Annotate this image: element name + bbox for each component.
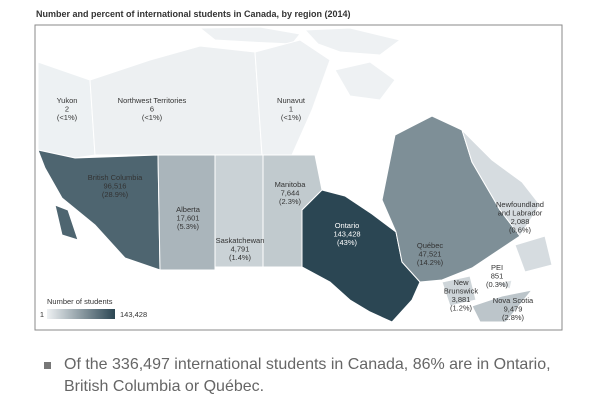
region-name: and Labrador <box>498 209 543 218</box>
region-name: Saskatchewan <box>216 236 265 245</box>
region-shape <box>301 189 421 323</box>
region-shape <box>54 204 79 241</box>
region-students: 851 <box>491 272 504 281</box>
region-students: 6 <box>150 105 154 114</box>
region-students: 1 <box>289 105 293 114</box>
region-name: Québec <box>417 241 444 250</box>
note: Of the 336,497 international students in… <box>46 354 566 398</box>
region-name: PEI <box>491 263 503 272</box>
region-students: 3,881 <box>452 295 471 304</box>
map-title: Number and percent of international stud… <box>36 9 351 19</box>
island <box>303 27 402 56</box>
bullet <box>44 362 51 369</box>
region-name: Northwest Territories <box>118 96 187 105</box>
region-students: 2,088 <box>511 217 530 226</box>
region-students: 96,516 <box>104 182 127 191</box>
region-students: 7,644 <box>281 189 300 198</box>
region-share: (43%) <box>337 238 358 247</box>
region-name: Nunavut <box>277 96 306 105</box>
region-name: British Columbia <box>88 173 143 182</box>
region-name: Nova Scotia <box>493 296 534 305</box>
region-share: (0.6%) <box>509 226 532 235</box>
legend: Number of students 1 143,428 <box>40 297 147 319</box>
region-students: 47,521 <box>419 250 442 259</box>
region-shape <box>441 275 477 307</box>
region-share: (5.3%) <box>177 222 200 231</box>
legend-min: 1 <box>40 310 44 319</box>
region-students: 9,479 <box>504 305 523 314</box>
region-share: (<1%) <box>281 113 302 122</box>
region-share: (1.2%) <box>450 304 473 313</box>
region-share: (2.3%) <box>279 197 302 206</box>
region-share: (<1%) <box>142 113 163 122</box>
region-share: (<1%) <box>57 113 78 122</box>
map-figure: Number and percent of international stud… <box>34 9 563 331</box>
legend-max: 143,428 <box>120 310 147 319</box>
legend-title: Number of students <box>47 297 113 306</box>
region-shape <box>37 149 161 271</box>
region-students: 2 <box>65 105 69 114</box>
region-shape <box>37 61 96 159</box>
region-students: 143,428 <box>333 230 360 239</box>
region-shape <box>492 279 513 290</box>
region-share: (2.8%) <box>502 313 525 322</box>
region-students: 17,601 <box>177 214 200 223</box>
region-share: (0.3%) <box>486 280 509 289</box>
note-text: Of the 336,497 international students in… <box>64 356 551 395</box>
region-name: Manitoba <box>275 180 307 189</box>
region-share: (14.2%) <box>417 258 444 267</box>
regions <box>37 39 553 323</box>
region-name: Newfoundland <box>496 200 544 209</box>
region-shape <box>471 289 534 323</box>
region-name: New <box>453 278 469 287</box>
island <box>334 61 396 101</box>
region-name: Yukon <box>57 96 78 105</box>
region-shape <box>461 129 541 237</box>
legend-gradient <box>47 309 115 319</box>
region-name: Brunswick <box>444 287 478 296</box>
region-name: Alberta <box>176 205 201 214</box>
region-students: 4,791 <box>231 245 250 254</box>
region-shape <box>514 235 553 273</box>
region-name: Ontario <box>335 221 360 230</box>
region-shape <box>157 154 216 271</box>
region-share: (1.4%) <box>229 253 252 262</box>
region-share: (28.9%) <box>102 190 129 199</box>
